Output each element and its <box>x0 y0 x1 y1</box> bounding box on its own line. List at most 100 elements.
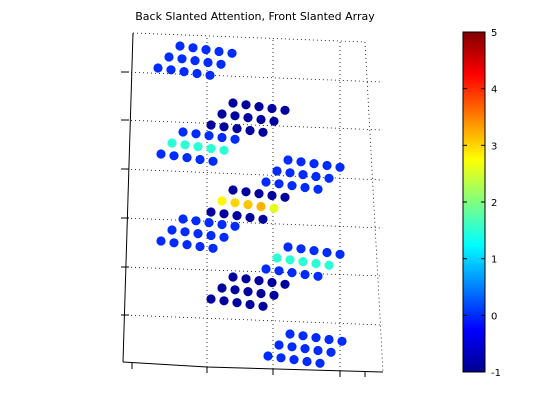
scatter-point <box>311 171 321 182</box>
colorbar-tick-label: -1 <box>491 368 501 379</box>
scatter-point <box>179 67 189 77</box>
scatter-point <box>313 184 323 194</box>
colorbar-tick-label: 5 <box>491 28 497 39</box>
scatter-point <box>263 351 273 361</box>
scatter-point <box>258 127 268 137</box>
colorbar-tick-label: 2 <box>491 198 497 209</box>
grid-line <box>364 41 384 373</box>
scatter-point <box>219 145 229 155</box>
scatter-point <box>182 240 192 250</box>
grid-line <box>122 266 384 277</box>
scatter-point <box>254 276 264 286</box>
scatter-point <box>190 56 200 66</box>
scatter-point <box>285 255 295 265</box>
scatter-point <box>191 129 201 139</box>
scatter-point <box>227 48 237 58</box>
scatter-point <box>269 290 279 300</box>
scatter-point <box>230 134 240 144</box>
scatter-point <box>258 214 268 224</box>
scatter-point <box>182 153 192 163</box>
scatter-point <box>256 114 266 125</box>
left-axis-line <box>122 32 134 363</box>
scatter-point <box>289 355 299 365</box>
scatter-point <box>208 243 218 253</box>
scatter-point <box>296 157 306 167</box>
scatter-point <box>206 120 216 130</box>
scatter-point <box>267 190 277 201</box>
scatter-point <box>272 253 282 263</box>
scatter-point <box>204 131 214 141</box>
scatter-point <box>300 269 310 280</box>
scatter-point <box>203 57 213 68</box>
scatter-point <box>191 216 201 226</box>
scatter-point <box>261 264 271 274</box>
scatter-point <box>206 143 216 154</box>
scatter-point <box>217 196 227 206</box>
scatter-point <box>167 225 177 235</box>
scatter-point <box>256 288 266 299</box>
scatter-point <box>219 296 229 306</box>
grid-line <box>122 119 384 131</box>
scatter-point <box>175 41 185 51</box>
scatter-point <box>195 241 205 252</box>
scatter-point <box>322 247 332 258</box>
colorbar-tick-label: 0 <box>491 311 497 322</box>
scatter-point <box>204 218 214 228</box>
scatter-point <box>169 238 179 248</box>
scatter-point <box>283 242 293 252</box>
scatter-point <box>324 173 334 183</box>
scatter-point <box>280 105 290 115</box>
scatter-point <box>230 221 240 231</box>
scatter-point <box>274 340 284 350</box>
scatter-point <box>178 214 188 224</box>
scatter-point <box>166 65 176 75</box>
scatter-point <box>335 162 345 172</box>
scatter-point <box>178 127 188 137</box>
scatter-point <box>219 122 229 132</box>
scatter-point <box>243 113 253 123</box>
grid-line <box>132 32 366 43</box>
scatter-point <box>230 285 240 295</box>
scatter-point <box>258 301 268 311</box>
scatter-point <box>261 177 271 187</box>
colorbar: 5 4 3 2 1 0 -1 <box>462 28 501 379</box>
colorbar-ticks: 5 4 3 2 1 0 -1 <box>463 28 501 379</box>
scatter-point <box>243 287 253 297</box>
scatter-point <box>206 207 216 217</box>
scatter-point <box>228 272 238 282</box>
grid-lines <box>122 32 384 373</box>
scatter-point <box>167 138 177 148</box>
scatter-point <box>193 142 203 152</box>
scatter-point <box>217 132 227 143</box>
scatter-point <box>156 149 166 159</box>
grid-line <box>122 71 384 83</box>
scatter-point <box>193 229 203 239</box>
scatter-point <box>219 232 229 242</box>
scatter-point <box>232 124 242 134</box>
axes-box <box>121 32 384 377</box>
scatter-point <box>230 198 240 208</box>
scatter-point <box>254 102 264 112</box>
scatter-point <box>287 342 297 352</box>
scatter-point <box>214 46 224 57</box>
scatter-point <box>180 140 190 150</box>
scatter-point <box>241 100 251 110</box>
scatter-point <box>267 277 277 288</box>
scatter-point <box>272 166 282 176</box>
scatter-point <box>298 170 308 180</box>
scatter-point <box>153 63 163 73</box>
scatter-point <box>269 116 279 126</box>
scatter-point <box>276 353 286 363</box>
scatter-point <box>311 333 321 343</box>
scatter-point <box>300 182 310 193</box>
scatter-point <box>280 192 290 202</box>
grid-line <box>122 314 384 326</box>
scatter-point <box>245 125 255 136</box>
scatter-point <box>232 298 242 308</box>
scatter-point <box>313 345 323 356</box>
scatter-point <box>192 68 202 79</box>
scatter-point <box>274 266 284 276</box>
scatter-point <box>216 59 226 69</box>
scatter-point <box>311 258 321 269</box>
